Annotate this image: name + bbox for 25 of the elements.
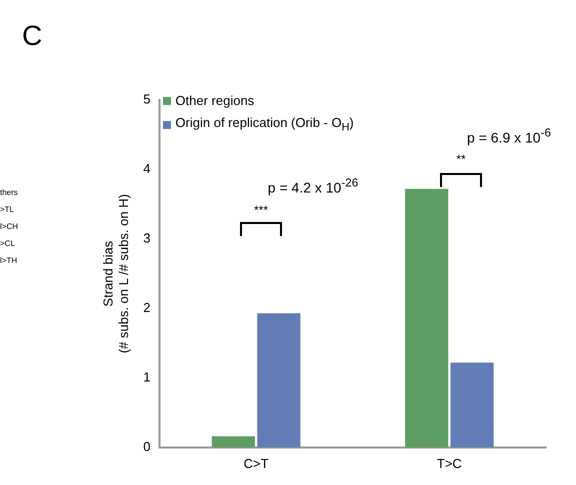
annotation: p = 4.2 x 10$^{-26}$ <box>268 176 358 196</box>
x-tick-label: T>C <box>436 456 462 471</box>
y-tick-label: 2 <box>143 300 150 316</box>
x-tick-label: C>T <box>244 456 269 471</box>
annotation: ** <box>456 152 466 166</box>
text: thers <box>0 188 18 197</box>
legend-label: Other regions <box>175 92 254 110</box>
bar <box>405 188 448 448</box>
text: >TL <box>0 205 14 214</box>
y-tick-label: 4 <box>143 161 150 176</box>
bar <box>450 362 494 448</box>
y-axis-title: Strand bias (# subs. on L /# subs. on H) <box>100 194 131 354</box>
bar <box>212 436 255 448</box>
text: >CL <box>0 239 15 248</box>
text: l>CH <box>0 222 18 231</box>
annotation: p = 6.9 x 10$^{-6}$ <box>467 126 551 146</box>
legend-label: Origin of replication (Orib - O$_{H}$) <box>175 114 354 136</box>
y-tick-label: 1 <box>143 370 150 384</box>
text: C <box>22 20 42 52</box>
y-tick-label: 5 <box>143 92 150 107</box>
annotation: *** <box>254 203 268 217</box>
y-tick-label: 0 <box>143 438 150 454</box>
y-tick-label: 3 <box>143 230 150 246</box>
text: l>TH <box>0 256 18 265</box>
bar <box>257 313 300 448</box>
